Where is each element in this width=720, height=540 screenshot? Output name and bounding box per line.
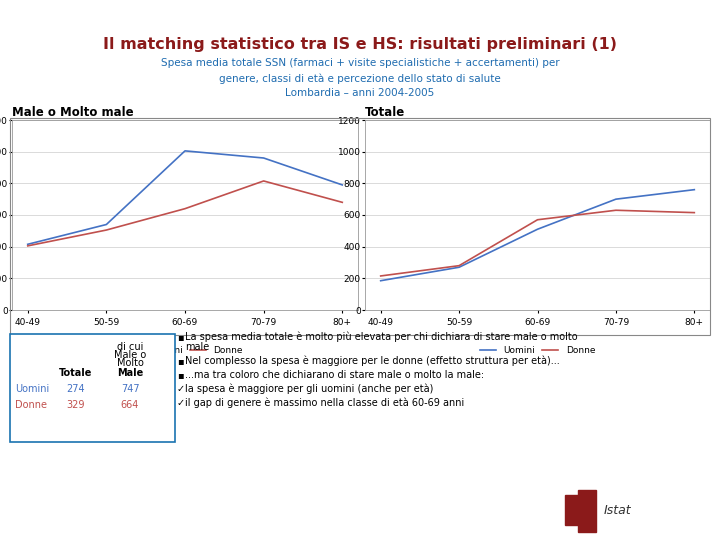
Text: Male o Molto male: Male o Molto male: [12, 106, 134, 119]
Text: Totale: Totale: [365, 106, 405, 119]
Text: 274: 274: [67, 384, 85, 394]
Text: di cui: di cui: [117, 342, 143, 352]
Text: Uomini: Uomini: [15, 384, 49, 394]
Text: 329: 329: [67, 400, 85, 410]
Text: Molto: Molto: [117, 358, 143, 368]
Text: La spesa media totale è molto più elevata per chi dichiara di stare male o molto: La spesa media totale è molto più elevat…: [185, 332, 577, 342]
Bar: [565, 495, 583, 525]
Bar: [578, 490, 596, 532]
Text: il gap di genere è massimo nella classe di età 60-69 anni: il gap di genere è massimo nella classe …: [185, 398, 464, 408]
Text: Male: Male: [117, 368, 143, 378]
Text: ▪: ▪: [177, 332, 184, 342]
Text: ...ma tra coloro che dichiarano di stare male o molto la male:: ...ma tra coloro che dichiarano di stare…: [185, 370, 484, 380]
Text: ▪: ▪: [177, 356, 184, 366]
Text: Nel complesso la spesa è maggiore per le donne (effetto struttura per età)...: Nel complesso la spesa è maggiore per le…: [185, 356, 559, 367]
Legend: Uomini, Donne: Uomini, Donne: [124, 342, 246, 359]
Text: ✓: ✓: [177, 398, 185, 408]
Text: male: male: [185, 342, 210, 352]
Text: ▪: ▪: [177, 370, 184, 380]
Legend: Uomini, Donne: Uomini, Donne: [476, 342, 599, 359]
Text: Totale: Totale: [59, 368, 93, 378]
Text: Male o: Male o: [114, 350, 146, 360]
Text: 747: 747: [121, 384, 139, 394]
Text: Spesa media totale SSN (farmaci + visite specialistiche + accertamenti) per
gene: Spesa media totale SSN (farmaci + visite…: [161, 58, 559, 98]
Text: Il matching statistico tra IS e HS: risultati preliminari (1): Il matching statistico tra IS e HS: risu…: [103, 37, 617, 51]
Text: Istat: Istat: [604, 503, 631, 516]
Text: Donne: Donne: [15, 400, 47, 410]
Text: 664: 664: [121, 400, 139, 410]
Text: la spesa è maggiore per gli uomini (anche per età): la spesa è maggiore per gli uomini (anch…: [185, 384, 433, 395]
Text: ✓: ✓: [177, 384, 185, 394]
Bar: [10, 334, 175, 442]
